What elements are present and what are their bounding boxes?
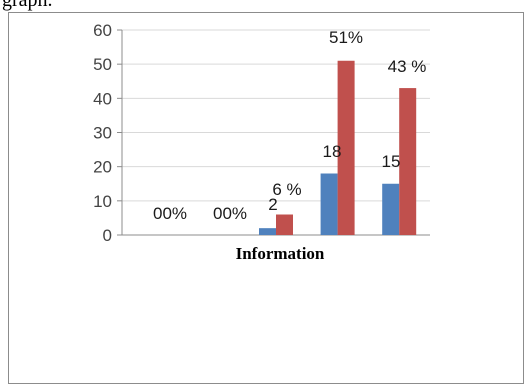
caption-fragment: graph. xyxy=(2,0,53,11)
data-label: 18 xyxy=(323,142,342,161)
bar xyxy=(320,173,338,235)
data-label: 51% xyxy=(329,28,363,47)
data-label: 15 xyxy=(382,152,401,171)
data-label: 00% xyxy=(213,204,247,223)
data-label: 00% xyxy=(153,204,187,223)
bars xyxy=(259,60,417,235)
chart-frame xyxy=(8,12,524,384)
x-axis-title: Information xyxy=(236,244,325,263)
bar xyxy=(382,183,400,235)
bar xyxy=(276,214,293,235)
axes xyxy=(117,29,430,236)
data-label: 2 xyxy=(268,195,277,214)
bar xyxy=(337,60,355,235)
y-tick-label: 0 xyxy=(103,226,112,245)
y-tick-label: 20 xyxy=(93,158,112,177)
data-label: 43 % xyxy=(388,57,427,76)
y-tick-label: 60 xyxy=(93,21,112,40)
data-labels: 00% 00% 2 18 15 6 % 51% 43 % xyxy=(153,28,426,223)
bar xyxy=(399,88,417,235)
bar xyxy=(259,228,276,235)
y-tick-label: 50 xyxy=(93,55,112,74)
y-tick-label: 40 xyxy=(93,89,112,108)
y-tick-label: 10 xyxy=(93,192,112,211)
data-label: 6 % xyxy=(272,180,301,199)
y-tick-labels: 0 10 20 30 40 50 60 xyxy=(93,21,112,245)
gridlines xyxy=(122,29,430,202)
y-tick-label: 30 xyxy=(93,124,112,143)
